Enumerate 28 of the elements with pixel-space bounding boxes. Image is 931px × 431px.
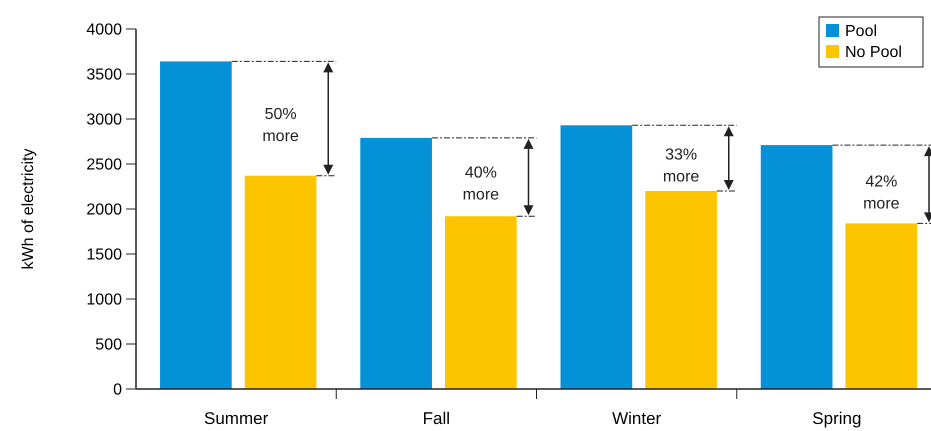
annotation: 33% more [662,146,700,186]
bar [760,145,832,389]
bar [845,223,918,389]
bar [444,216,517,389]
bar [360,138,432,389]
legend-label: No Pool [845,44,902,61]
bar [560,125,632,389]
y-axis-title: kWh of electricity [20,148,37,270]
annotation: 50% more [262,106,299,145]
y-tick-label: 2500 [86,156,122,174]
y-tick-label: 3000 [86,112,122,129]
y-tick-label: 500 [95,336,122,354]
x-tick-label: Spring [812,409,862,428]
y-tick-label: 4000 [86,22,122,39]
y-tick-label: 1500 [86,246,122,264]
bar [244,176,316,389]
bar [160,61,232,389]
y-tick-label: 1000 [86,292,122,309]
x-tick-label: Winter [612,409,662,428]
annotation: 42% more [863,174,900,212]
x-tick-label: Fall [422,409,450,428]
x-tick-label: Summer [204,409,269,428]
y-tick-label: 2000 [86,202,122,219]
y-tick-label: 0 [113,382,122,399]
y-tick-label: 3500 [86,66,122,84]
bar [645,191,717,389]
annotation: 40% more [462,164,500,204]
legend-label: Pool [845,23,878,40]
